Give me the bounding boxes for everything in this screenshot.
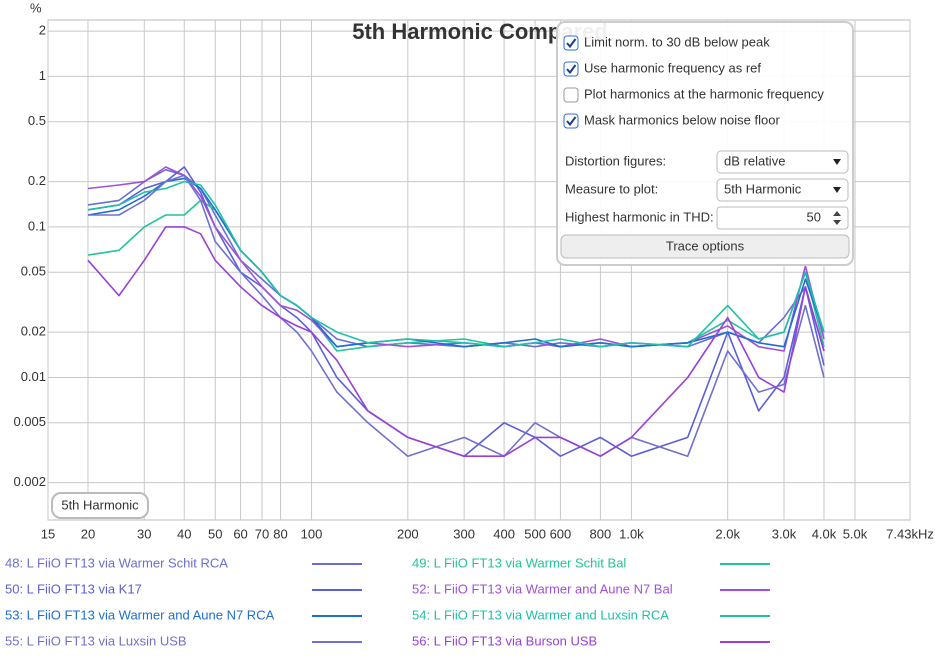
panel-box	[556, 21, 854, 266]
trace-line	[87, 226, 825, 457]
x-tick-label: 15	[41, 526, 55, 541]
spinner-label: Highest harmonic in THD:	[565, 209, 714, 224]
legend-label[interactable]: 52: L FiiO FT13 via Warmer and Aune N7 B…	[412, 581, 673, 596]
y-tick-label: 0.5	[28, 113, 46, 128]
dropdown-arrow[interactable]	[833, 159, 841, 165]
x-tick-label: 70	[255, 526, 269, 541]
x-tick-label: 20	[81, 526, 95, 541]
legend-label[interactable]: 50: L FiiO FT13 via K17	[5, 581, 142, 596]
legend-label[interactable]: 55: L FiiO FT13 via Luxsin USB	[5, 633, 187, 648]
y-tick-label: 0.005	[13, 414, 46, 429]
checkmark[interactable]	[566, 38, 577, 49]
checkbox[interactable]	[563, 61, 579, 77]
y-tick-label: 0.05	[21, 264, 46, 279]
y-tick-label: 0.002	[13, 474, 46, 489]
checkbox-label[interactable]: Limit norm. to 30 dB below peak	[584, 34, 770, 49]
y-tick-label: 0.1	[28, 218, 46, 233]
x-tick-label: 200	[397, 526, 419, 541]
x-tick-label: 5.0k	[843, 526, 868, 541]
x-tick-label: 600	[550, 526, 572, 541]
x-tick-label: 60	[233, 526, 247, 541]
dropdown[interactable]	[716, 178, 849, 202]
x-tick-label: 300	[453, 526, 475, 541]
x-tick-label: 2.0k	[715, 526, 740, 541]
trace-line	[87, 199, 825, 352]
checkbox[interactable]	[563, 113, 579, 129]
y-tick-label: 1	[39, 68, 46, 83]
checkbox-label[interactable]: Plot harmonics at the harmonic frequency	[584, 86, 824, 101]
dropdown-value[interactable]: 5th Harmonic	[724, 181, 802, 196]
dropdown-label: Measure to plot:	[565, 181, 658, 196]
checkbox[interactable]	[563, 35, 579, 51]
legend-label[interactable]: 49: L FiiO FT13 via Warmer Schit Bal	[412, 555, 626, 570]
spinner[interactable]	[716, 206, 849, 230]
y-tick-label: 0.02	[21, 324, 46, 339]
x-tick-label: 40	[177, 526, 191, 541]
y-tick-label: 2	[39, 23, 46, 38]
x-tick-label: 7.43kHz	[886, 526, 934, 541]
x-tick-label: 500	[524, 526, 546, 541]
x-tick-label: 800	[590, 526, 612, 541]
dropdown-arrow[interactable]	[833, 187, 841, 193]
x-tick-label: 100	[301, 526, 323, 541]
badge[interactable]: 5th Harmonic	[51, 492, 149, 519]
legend-label[interactable]: 54: L FiiO FT13 via Warmer and Luxsin RC…	[412, 607, 669, 622]
badge-box[interactable]	[51, 492, 149, 519]
y-tick-label: 0.01	[21, 369, 46, 384]
y-unit: %	[30, 0, 42, 15]
checkbox[interactable]	[563, 87, 579, 103]
button-label[interactable]: Trace options	[666, 238, 745, 253]
badge-label[interactable]: 5th Harmonic	[61, 497, 139, 512]
y-tick-label: 0.2	[28, 173, 46, 188]
dropdown-label: Distortion figures:	[565, 153, 666, 168]
trace-line	[88, 174, 825, 457]
spinner-arrows[interactable]	[833, 211, 841, 225]
legend-label[interactable]: 53: L FiiO FT13 via Warmer and Aune N7 R…	[5, 607, 275, 622]
x-tick-label: 50	[208, 526, 222, 541]
x-tick-label: 4.0k	[812, 526, 837, 541]
x-tick-label: 1.0k	[619, 526, 644, 541]
button[interactable]	[560, 234, 850, 259]
dropdown-value[interactable]: dB relative	[724, 153, 785, 168]
options-panel: Limit norm. to 30 dB below peak Use harmo…	[556, 21, 854, 266]
dropdown[interactable]	[716, 150, 849, 174]
checkbox-label[interactable]: Use harmonic frequency as ref	[584, 60, 761, 75]
checkmark[interactable]	[566, 116, 577, 127]
checkbox-label[interactable]: Mask harmonics below noise floor	[584, 112, 780, 127]
x-tick-label: 400	[493, 526, 515, 541]
spinner-value[interactable]: 50	[807, 209, 821, 224]
legend-label[interactable]: 48: L FiiO FT13 via Warmer Schit RCA	[5, 555, 228, 570]
x-tick-label: 30	[137, 526, 151, 541]
legend-label[interactable]: 56: L FiiO FT13 via Burson USB	[412, 633, 597, 648]
checkmark[interactable]	[566, 64, 577, 75]
x-tick-label: 80	[273, 526, 287, 541]
x-tick-label: 3.0k	[772, 526, 797, 541]
